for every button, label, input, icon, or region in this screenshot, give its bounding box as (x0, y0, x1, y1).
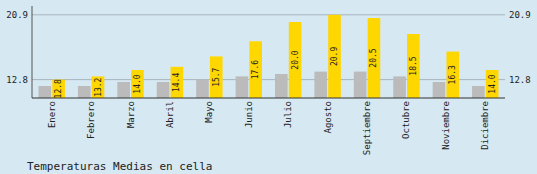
bar (289, 22, 302, 98)
bar (407, 34, 420, 98)
x-axis-line (32, 98, 505, 99)
bar (236, 76, 249, 98)
data-label: 14.4 (172, 73, 181, 92)
data-label: 20.5 (369, 48, 378, 67)
y-tick-label: 20.9 (6, 10, 28, 20)
data-label: 12.8 (54, 79, 63, 98)
chart: 12.8 13.2 14.0 14.4 15.7 17.6 20.0 20.9 20.5 18.5… (0, 0, 537, 174)
bar (486, 70, 499, 98)
y2-tick-label: 20.9 (509, 10, 531, 20)
y-tick-label: 12.8 (6, 75, 28, 85)
x-tick-label: Julio (283, 101, 293, 128)
data-label: 14.0 (133, 74, 142, 93)
bar (171, 67, 184, 98)
grid-line (32, 14, 505, 15)
bar (314, 72, 327, 98)
bar (52, 80, 65, 98)
x-tick-label: Junio (244, 101, 254, 128)
x-tick-label: Diciembre (480, 101, 490, 150)
x-tick-label: Abril (165, 101, 175, 128)
bar (249, 41, 262, 98)
bar (117, 82, 130, 98)
bar (472, 86, 485, 98)
bar (393, 76, 406, 98)
x-tick-label: Febrero (86, 101, 96, 139)
bar (446, 52, 459, 98)
data-label: 17.6 (251, 60, 260, 79)
x-tick-label: Noviembre (441, 101, 451, 150)
x-tick-label: Agosto (323, 101, 333, 134)
data-label: 16.3 (448, 65, 457, 84)
bar (92, 76, 105, 98)
y-axis-line (32, 6, 33, 98)
bar (131, 70, 144, 98)
data-label: 20.9 (330, 47, 339, 66)
data-label: 18.5 (409, 56, 418, 75)
bar (39, 86, 52, 98)
data-label: 13.2 (94, 77, 103, 96)
data-label: 20.0 (291, 50, 300, 69)
x-tick-label: Septiembre (362, 101, 372, 155)
x-tick-label: Marzo (126, 101, 136, 128)
bars (39, 15, 499, 98)
x-tick-label: Octubre (401, 101, 411, 139)
bar (78, 86, 91, 98)
bar (354, 72, 367, 98)
bar (210, 56, 223, 98)
y2-tick-label: 12.8 (509, 75, 531, 85)
data-label: 14.0 (488, 74, 497, 93)
bar (368, 18, 381, 98)
bar (196, 80, 209, 98)
title: Temperaturas Medias en cella (27, 160, 212, 173)
bar (275, 74, 288, 98)
bar (328, 15, 341, 98)
x-tick-label: Mayo (204, 101, 214, 123)
bar (433, 82, 446, 98)
x-tick-label: Enero (47, 101, 57, 128)
bar (157, 82, 170, 98)
data-label: 15.7 (212, 67, 221, 86)
